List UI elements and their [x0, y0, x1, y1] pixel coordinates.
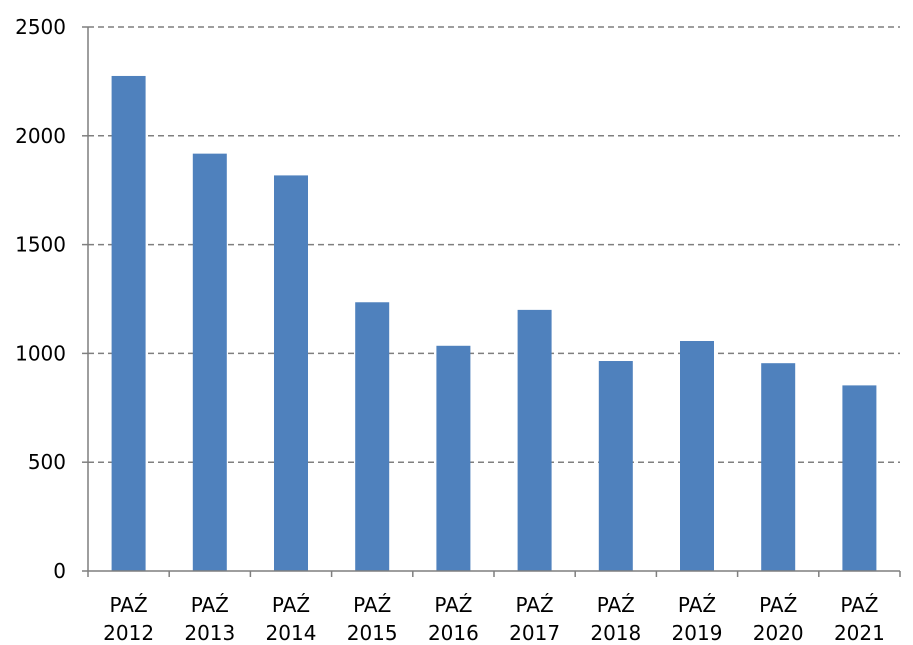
bar-1 [111, 75, 146, 572]
bar-6 [517, 309, 552, 571]
y-tick-label: 2000 [15, 124, 66, 148]
x-tick-label: PAŹ [110, 593, 148, 617]
bar-3 [274, 175, 308, 571]
x-tick-label: 2013 [184, 621, 235, 645]
x-tick-label: 2012 [103, 621, 154, 645]
x-tick-label: 2017 [509, 621, 560, 645]
y-tick-label: 1500 [15, 233, 66, 257]
bar-2 [192, 153, 227, 572]
x-tick-label: 2014 [266, 621, 317, 645]
y-tick-label: 1000 [15, 341, 66, 365]
x-tick-label: 2021 [834, 621, 885, 645]
x-tick-label: PAŹ [191, 593, 229, 617]
x-tick-label: PAŹ [759, 593, 797, 617]
bar-10 [842, 385, 877, 571]
x-tick-label: PAŹ [272, 593, 310, 617]
x-tick-label: PAŹ [840, 593, 878, 617]
x-tick-label: 2016 [428, 621, 479, 645]
x-tick-label: PAŹ [353, 593, 391, 617]
x-tick-label: 2018 [590, 621, 641, 645]
x-tick-label: 2015 [347, 621, 398, 645]
bar-7 [598, 361, 633, 571]
x-tick-label: PAŹ [516, 593, 554, 617]
bar-9 [761, 363, 796, 571]
x-tick-label: PAŹ [434, 593, 472, 617]
x-tick-label: 2020 [753, 621, 804, 645]
y-tick-label: 0 [53, 559, 66, 583]
bar-8 [680, 340, 714, 571]
bar-5 [436, 345, 471, 571]
y-tick-label: 2500 [15, 15, 66, 39]
x-tick-label: PAŹ [678, 593, 716, 617]
bar-4 [355, 302, 390, 571]
x-tick-label: 2019 [672, 621, 723, 645]
y-tick-label: 500 [28, 450, 66, 474]
x-tick-label: PAŹ [597, 593, 635, 617]
